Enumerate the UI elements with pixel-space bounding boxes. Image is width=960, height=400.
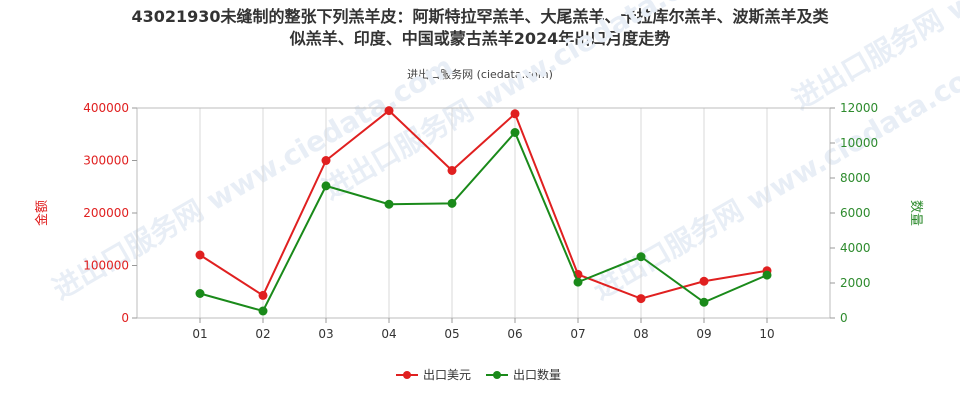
right-axis-tick-label: 6000 bbox=[840, 206, 871, 220]
series-2-point bbox=[699, 297, 709, 307]
right-axis-tick-label: 0 bbox=[840, 311, 848, 325]
series-1-point bbox=[636, 294, 646, 304]
left-axis-tick-label: 300000 bbox=[83, 154, 129, 168]
legend-label-1: 出口美元 bbox=[423, 368, 471, 382]
x-axis-tick-label: 03 bbox=[318, 327, 333, 341]
chart-title-line-2: 似羔羊、印度、中国或蒙古羔羊2024年出口月度走势 bbox=[289, 29, 671, 48]
right-axis-tick-label: 4000 bbox=[840, 241, 871, 255]
left-axis-title: 金额 bbox=[34, 200, 50, 226]
left-axis-tick-label: 100000 bbox=[83, 259, 129, 273]
right-axis-tick-label: 2000 bbox=[840, 276, 871, 290]
legend-marker-1 bbox=[403, 371, 411, 379]
x-axis-tick-label: 07 bbox=[570, 327, 585, 341]
right-axis-tick-label: 10000 bbox=[840, 136, 878, 150]
watermark-text: 进出口服务网 www.ciedata.com bbox=[587, 49, 960, 306]
series-line-1 bbox=[199, 109, 768, 300]
left-axis-tick-label: 400000 bbox=[83, 101, 129, 115]
right-axis-tick-label: 8000 bbox=[840, 171, 871, 185]
series-1-point bbox=[510, 109, 520, 119]
series-2-point bbox=[384, 199, 394, 209]
series-2-point bbox=[510, 128, 520, 137]
x-axis-tick-label: 02 bbox=[255, 327, 270, 341]
series-1-point bbox=[384, 106, 394, 116]
left-axis-tick-label: 200000 bbox=[83, 206, 129, 220]
series-2-point bbox=[573, 277, 583, 287]
left-axis-tick-label: 0 bbox=[121, 311, 129, 325]
x-axis-tick-label: 08 bbox=[633, 327, 648, 341]
series-2-point bbox=[447, 198, 457, 208]
series-2-point bbox=[636, 252, 646, 262]
chart-subtitle: 进出口服务网 (ciedata.com) bbox=[407, 68, 553, 81]
x-axis-tick-label: 01 bbox=[192, 327, 207, 341]
x-axis-tick-label: 09 bbox=[696, 327, 711, 341]
chart-title-line-1: 43021930未缝制的整张下列羔羊皮：阿斯特拉罕羔羊、大尾羔羊、卡拉库尔羔羊、… bbox=[131, 7, 829, 26]
series-line-2 bbox=[199, 130, 768, 313]
series-1-point bbox=[447, 165, 457, 175]
series-2-point bbox=[762, 270, 772, 280]
x-axis-tick-label: 05 bbox=[444, 327, 459, 341]
series-2-point bbox=[258, 306, 268, 316]
series-2-point bbox=[195, 289, 205, 298]
series-2-point bbox=[321, 181, 331, 191]
series-1-point bbox=[699, 276, 709, 286]
chart-title: 43021930未缝制的整张下列羔羊皮：阿斯特拉罕羔羊、大尾羔羊、卡拉库尔羔羊、… bbox=[0, 6, 960, 50]
x-axis-tick-label: 04 bbox=[381, 327, 396, 341]
x-axis-tick-label: 10 bbox=[759, 327, 774, 341]
series-1-point bbox=[321, 156, 331, 165]
series-1-point bbox=[195, 250, 205, 260]
legend-label-2: 出口数量 bbox=[513, 367, 561, 382]
right-axis-title: 数量 bbox=[908, 200, 923, 226]
x-axis-tick-label: 06 bbox=[507, 327, 522, 341]
series-1-point bbox=[258, 290, 268, 300]
right-axis-tick-label: 12000 bbox=[840, 101, 878, 115]
legend-marker-2 bbox=[493, 371, 501, 379]
